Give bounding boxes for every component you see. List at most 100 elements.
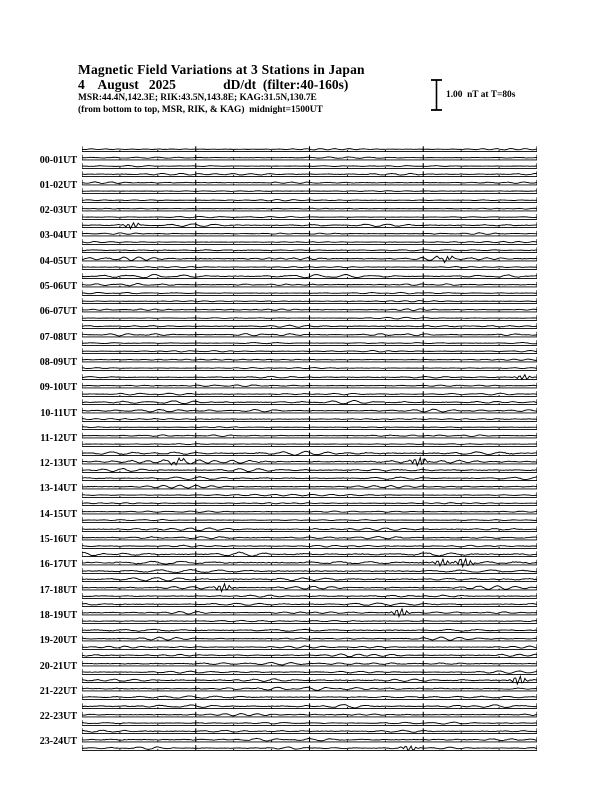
station-trace bbox=[82, 455, 537, 467]
hour-row: 05-06UT bbox=[40, 271, 537, 296]
hour-row: 14-15UT bbox=[40, 498, 537, 524]
station-trace bbox=[82, 721, 537, 725]
station-trace bbox=[82, 645, 537, 649]
hour-row-label: 06-07UT bbox=[39, 306, 77, 318]
station-trace bbox=[82, 249, 537, 252]
station-trace bbox=[82, 594, 537, 598]
station-coordinates-line: MSR:44.4N,142.3E; RIK:43.5N,143.8E; KAG:… bbox=[78, 93, 317, 103]
station-trace bbox=[82, 358, 537, 362]
station-trace bbox=[82, 417, 537, 421]
station-trace bbox=[82, 535, 537, 539]
chart-header: Magnetic Field Variations at 3 Stations … bbox=[78, 62, 548, 128]
hour-row-traces bbox=[82, 272, 537, 296]
station-trace bbox=[82, 675, 537, 686]
hour-row-label: 00-01UT bbox=[39, 154, 77, 166]
hour-row-traces bbox=[82, 373, 537, 397]
station-trace bbox=[82, 207, 537, 210]
station-trace bbox=[82, 232, 537, 235]
station-trace bbox=[82, 181, 537, 185]
scale-bar-label: 1.00 nT at T=80s bbox=[446, 90, 516, 100]
station-trace bbox=[82, 266, 537, 269]
station-trace bbox=[82, 221, 537, 230]
station-trace bbox=[82, 426, 537, 429]
hour-row: 10-11UT bbox=[40, 397, 537, 422]
hour-row: 16-17UT bbox=[40, 549, 537, 574]
station-trace bbox=[82, 215, 537, 218]
hour-row-traces bbox=[82, 601, 537, 625]
hour-row-traces bbox=[82, 171, 537, 195]
station-trace bbox=[82, 316, 537, 320]
hour-row-traces bbox=[82, 551, 537, 574]
station-trace bbox=[82, 173, 537, 176]
station-trace bbox=[82, 628, 537, 632]
hour-row: 23-24UT bbox=[40, 726, 537, 752]
station-trace bbox=[82, 299, 537, 303]
hour-row-traces bbox=[82, 348, 537, 372]
date-and-filter-line: 4 August 2025 dD/dt (filter:40-160s) bbox=[78, 77, 349, 92]
station-trace bbox=[82, 399, 537, 405]
magnetogram-plot: 00-01UT 01-02UT 02-03UT 03-04UT 04-05UT 05-06… bbox=[40, 144, 537, 764]
scale-bar-legend: 1.00 nT at T=80s bbox=[428, 78, 552, 114]
hour-row-traces bbox=[82, 626, 537, 650]
hour-row-label: 08-09UT bbox=[39, 356, 77, 368]
hour-row-label: 23-24UT bbox=[39, 736, 77, 748]
hour-row: 00-01UT bbox=[40, 144, 537, 169]
station-trace bbox=[82, 450, 537, 456]
hour-row: 07-08UT bbox=[40, 321, 537, 346]
hour-row: 04-05UT bbox=[40, 245, 537, 271]
hour-row-label: 02-03UT bbox=[39, 205, 77, 217]
hour-row-label: 14-15UT bbox=[39, 508, 77, 520]
station-trace bbox=[82, 273, 537, 278]
hour-row-label: 22-23UT bbox=[39, 711, 77, 723]
station-trace bbox=[82, 687, 537, 692]
station-trace bbox=[82, 156, 537, 159]
hour-row: 09-10UT bbox=[40, 372, 537, 397]
station-trace bbox=[82, 577, 537, 582]
station-trace bbox=[82, 602, 537, 607]
station-trace bbox=[82, 308, 537, 311]
hour-row-traces bbox=[82, 525, 537, 549]
hour-row: 12-13UT bbox=[40, 448, 537, 473]
hour-row-traces bbox=[82, 424, 537, 448]
hour-row-traces bbox=[82, 146, 537, 169]
hour-row-traces bbox=[82, 196, 537, 220]
hour-row-traces bbox=[82, 247, 537, 271]
hour-row-label: 13-14UT bbox=[39, 483, 77, 495]
station-order-line: (from bottom to top, MSR, RIK, & KAG) mi… bbox=[78, 104, 323, 115]
hour-row: 01-02UT bbox=[40, 169, 537, 195]
scale-bar-i-beam-icon bbox=[431, 79, 442, 111]
hour-row-label: 19-20UT bbox=[39, 635, 77, 647]
station-trace bbox=[82, 519, 537, 522]
station-trace bbox=[82, 661, 537, 666]
hour-row-traces bbox=[82, 652, 537, 675]
station-trace bbox=[82, 568, 537, 573]
station-trace bbox=[82, 729, 537, 733]
hour-row-traces bbox=[82, 728, 537, 752]
hour-row-label: 18-19UT bbox=[39, 609, 77, 621]
hour-row-label: 17-18UT bbox=[39, 584, 77, 596]
station-trace bbox=[82, 510, 537, 514]
hour-row-traces bbox=[82, 399, 537, 422]
station-trace bbox=[82, 737, 537, 742]
hour-row-traces bbox=[82, 500, 537, 524]
station-trace bbox=[82, 434, 537, 438]
hour-row: 06-07UT bbox=[40, 296, 537, 321]
station-trace bbox=[82, 695, 537, 700]
hour-row-label: 04-05UT bbox=[39, 255, 77, 267]
station-trace bbox=[82, 712, 537, 716]
station-trace bbox=[82, 493, 537, 497]
hour-row-traces bbox=[82, 449, 537, 473]
station-trace bbox=[82, 367, 537, 370]
station-trace bbox=[82, 408, 537, 413]
hour-row-label: 11-12UT bbox=[40, 432, 77, 444]
hour-row-label: 05-06UT bbox=[39, 281, 77, 292]
hour-row: 20-21UT bbox=[40, 650, 537, 675]
station-trace bbox=[82, 703, 537, 709]
hour-row-traces bbox=[82, 298, 537, 321]
station-trace bbox=[82, 670, 537, 674]
hour-row: 02-03UT bbox=[40, 195, 537, 220]
station-trace bbox=[82, 392, 537, 396]
station-trace bbox=[82, 551, 537, 557]
hour-row-label: 09-10UT bbox=[39, 382, 77, 394]
hour-row-traces bbox=[82, 576, 537, 599]
